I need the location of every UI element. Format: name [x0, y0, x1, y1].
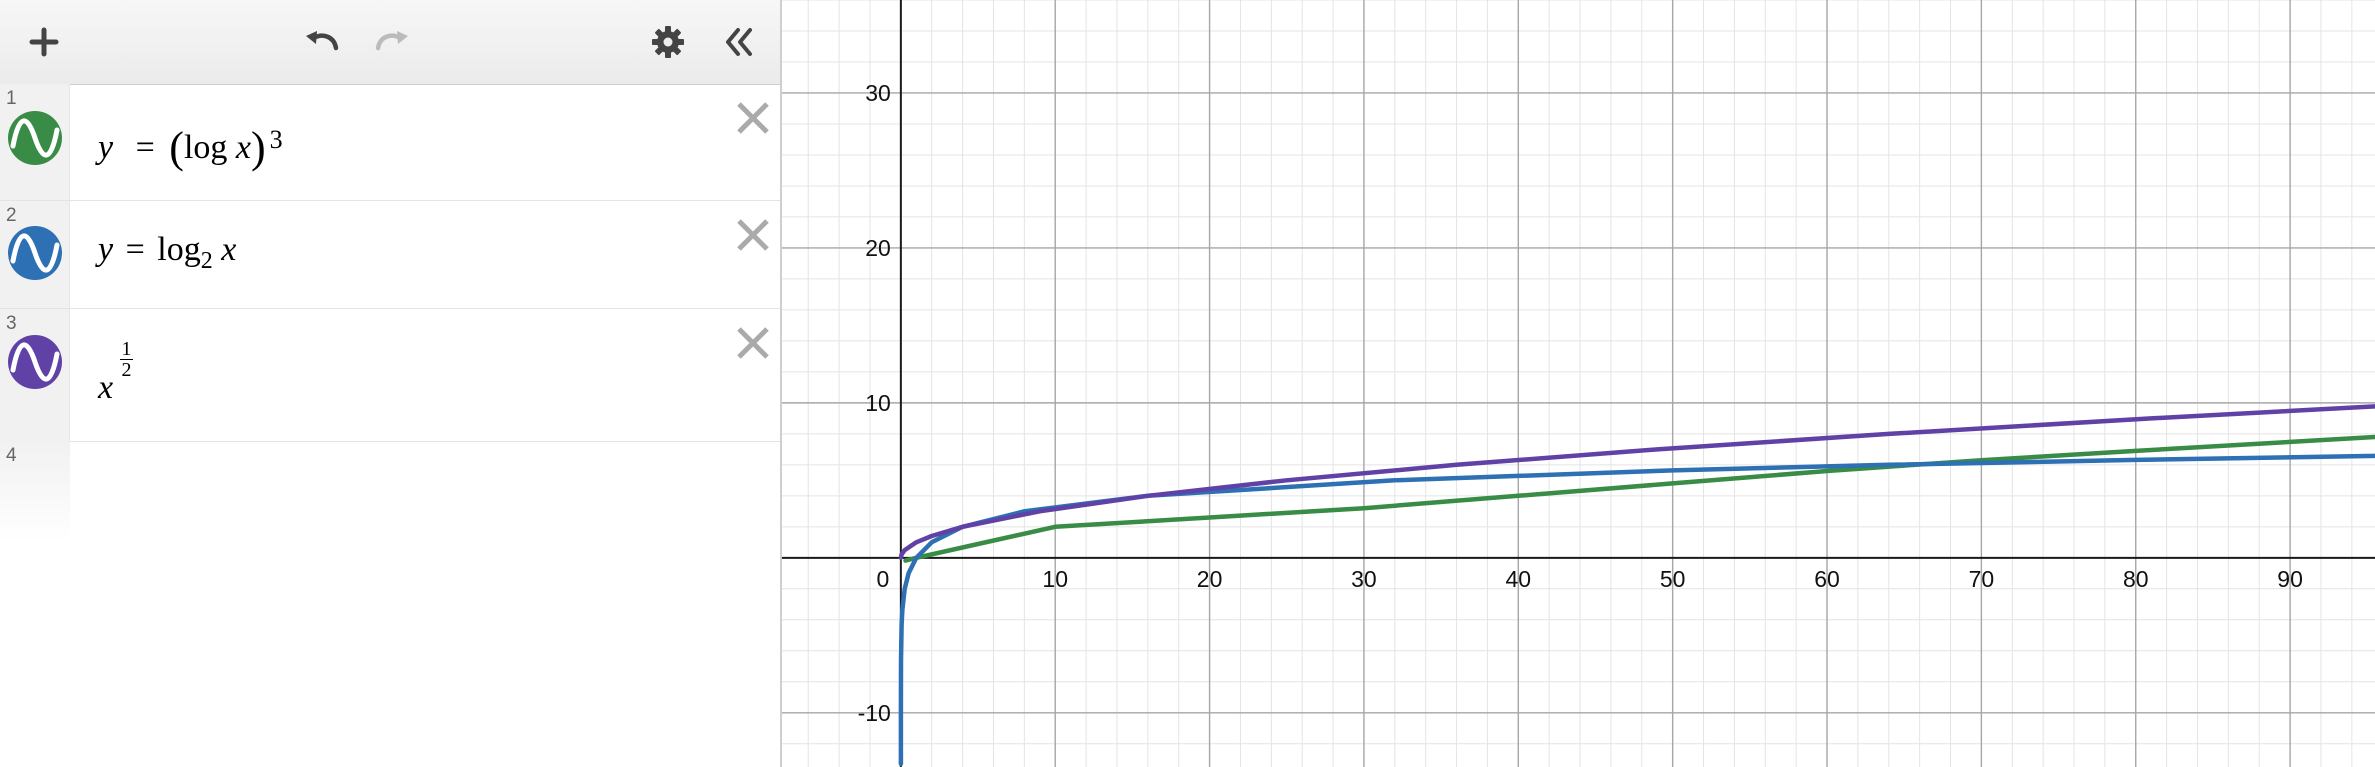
x-tick-label: 0 — [876, 566, 889, 592]
wave-icon[interactable] — [7, 110, 63, 166]
x-tick-label: 40 — [1506, 566, 1532, 592]
expression-math[interactable]: y = (log x) 3 — [98, 118, 283, 172]
x-tick-label: 70 — [1969, 566, 1995, 592]
math-log: log — [183, 129, 228, 166]
math-rparen: ) — [250, 123, 266, 172]
math-y: y — [98, 129, 114, 166]
math-x: x — [98, 369, 114, 406]
math-equals: = — [135, 129, 155, 166]
math-fraction-exponent: 1 2 — [120, 339, 133, 380]
math-log: log — [157, 231, 201, 268]
curve-series-1 — [903, 434, 2375, 563]
graph-paper[interactable]: 0 10 20 30 40 50 60 70 80 90 -10 10 20 30 — [782, 0, 2375, 767]
expression-tab[interactable]: 3 — [0, 309, 70, 441]
close-icon[interactable] — [733, 215, 773, 255]
plus-icon[interactable] — [16, 14, 72, 70]
expression-toolbar — [0, 0, 780, 85]
x-tick-label: 30 — [1351, 566, 1377, 592]
expression-row-3[interactable]: 3 x 1 2 — [0, 309, 780, 442]
x-tick-label: 90 — [2277, 566, 2303, 592]
expression-index: 2 — [6, 205, 17, 226]
expression-math[interactable]: y = log2 x — [98, 231, 237, 274]
x-tick-label: 10 — [1042, 566, 1068, 592]
expression-row-2[interactable]: 2 y = log2 x — [0, 201, 780, 309]
double-chevron-left-icon[interactable] — [710, 14, 766, 70]
expression-tab[interactable]: 2 — [0, 201, 70, 308]
math-exponent: 3 — [269, 125, 283, 154]
math-x: x — [235, 129, 251, 166]
expression-row-4[interactable]: 4 — [0, 441, 70, 541]
expression-index: 3 — [6, 313, 17, 334]
undo-icon[interactable] — [294, 14, 350, 70]
math-y: y — [98, 231, 114, 268]
x-tick-label: 20 — [1197, 566, 1223, 592]
expression-tab[interactable]: 1 — [0, 84, 70, 200]
math-denominator: 2 — [121, 359, 132, 381]
curve-series-2 — [898, 453, 2375, 767]
y-tick-label: -10 — [858, 700, 891, 726]
minor-grid — [782, 0, 2375, 767]
wave-icon[interactable] — [7, 334, 63, 390]
major-grid — [782, 0, 2375, 767]
y-tick-label: 10 — [865, 390, 891, 416]
expression-index: 4 — [6, 445, 17, 466]
tick-labels: 0 10 20 30 40 50 60 70 80 90 -10 10 20 30 — [858, 80, 2303, 726]
expression-math[interactable]: x 1 2 — [98, 339, 133, 407]
curves — [898, 404, 2375, 767]
y-tick-label: 30 — [865, 80, 891, 106]
expression-row-1[interactable]: 1 y = (log x) 3 — [0, 84, 780, 201]
fraction-bar — [120, 359, 133, 360]
curve-series-3 — [898, 404, 2375, 561]
wave-icon[interactable] — [7, 225, 63, 281]
expression-list-panel: 1 y = (log x) 3 2 y = log2 x — [0, 0, 782, 767]
y-tick-label: 20 — [865, 235, 891, 261]
math-numerator: 1 — [121, 338, 132, 360]
math-base: 2 — [200, 248, 213, 274]
close-icon[interactable] — [733, 98, 773, 138]
expression-index: 1 — [6, 88, 17, 109]
close-icon[interactable] — [733, 323, 773, 363]
gear-icon[interactable] — [640, 14, 696, 70]
x-tick-label: 50 — [1660, 566, 1686, 592]
math-equals: = — [125, 231, 145, 268]
redo-icon[interactable] — [364, 14, 420, 70]
x-tick-label: 60 — [1814, 566, 1840, 592]
math-x: x — [221, 231, 237, 268]
math-lparen: ( — [169, 123, 184, 172]
x-tick-label: 80 — [2123, 566, 2149, 592]
